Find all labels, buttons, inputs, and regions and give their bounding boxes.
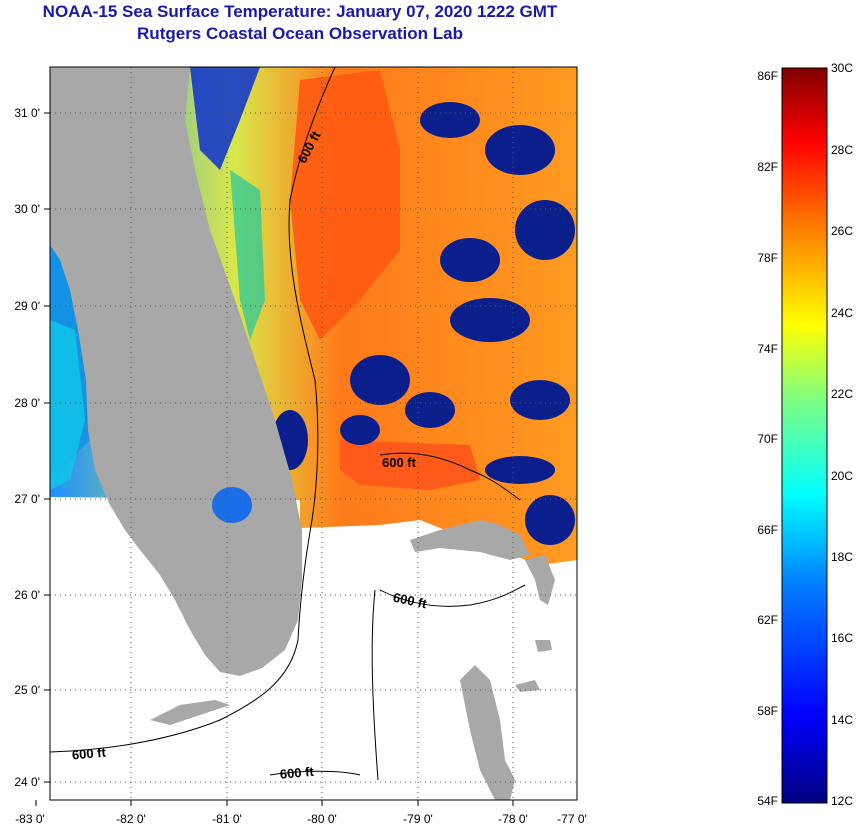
- map-frame: [49, 66, 578, 801]
- lat-tick-label: 31 0': [14, 106, 40, 120]
- map-body: 600 ft 600 ft 600 ft 600 ft 600 ft: [50, 67, 577, 800]
- contour-label: 600 ft: [382, 455, 417, 470]
- colorbar-f-label: 70F: [757, 432, 778, 446]
- colorbar-c-label: 20C: [831, 469, 853, 483]
- colorbar: 86F 82F 78F 74F 70F 66F 62F 58F 54F 30C …: [757, 61, 853, 808]
- colorbar-scale: [781, 67, 828, 804]
- lon-tick-label: -79 0': [403, 812, 433, 826]
- colorbar-c-label: 16C: [831, 631, 853, 645]
- lake-okeechobee: [212, 487, 252, 523]
- colorbar-f-label: 58F: [757, 704, 778, 718]
- colorbar-f-label: 86F: [757, 69, 778, 83]
- lon-tick-label: -83 0': [15, 812, 45, 826]
- isobath-contours: [50, 67, 526, 781]
- colorbar-f-label: 78F: [757, 251, 778, 265]
- colorbar-c-label: 28C: [831, 143, 853, 157]
- lon-tick-label: -78 0': [498, 812, 528, 826]
- map-subtitle: Rutgers Coastal Ocean Observation Lab: [137, 24, 463, 43]
- contour-label: 600 ft: [392, 590, 429, 612]
- colorbar-c-label: 30C: [831, 61, 853, 75]
- map-grid: [50, 67, 577, 800]
- colorbar-c-label: 24C: [831, 306, 853, 320]
- lon-tick-label: -80 0': [307, 812, 337, 826]
- map-title: NOAA-15 Sea Surface Temperature: January…: [42, 2, 558, 21]
- lat-tick-label: 25 0': [14, 683, 40, 697]
- lat-tick-label: 29 0': [14, 299, 40, 313]
- contour-label: 600 ft: [279, 764, 315, 782]
- land: [50, 67, 555, 800]
- colorbar-f-label: 82F: [757, 160, 778, 174]
- lat-tick-label: 28 0': [14, 396, 40, 410]
- colorbar-c-label: 18C: [831, 550, 853, 564]
- colorbar-f-label: 54F: [757, 794, 778, 808]
- colorbar-c-label: 22C: [831, 387, 853, 401]
- colorbar-f-label: 66F: [757, 523, 778, 537]
- colorbar-c-label: 12C: [831, 794, 853, 808]
- lat-tick-label: 24 0': [14, 775, 40, 789]
- lon-tick-label: -77 0': [557, 812, 587, 826]
- contour-label: 600 ft: [71, 745, 107, 763]
- lat-tick-label: 27 0': [14, 492, 40, 506]
- lon-tick-label: -81 0': [212, 812, 242, 826]
- lat-tick-label: 30 0': [14, 202, 40, 216]
- lat-tick-label: 26 0': [14, 588, 40, 602]
- colorbar-c-label: 26C: [831, 224, 853, 238]
- colorbar-f-label: 62F: [757, 613, 778, 627]
- colorbar-c-label: 14C: [831, 713, 853, 727]
- axis-ticks: [35, 112, 514, 806]
- colorbar-f-label: 74F: [757, 342, 778, 356]
- lon-tick-label: -82 0': [116, 812, 146, 826]
